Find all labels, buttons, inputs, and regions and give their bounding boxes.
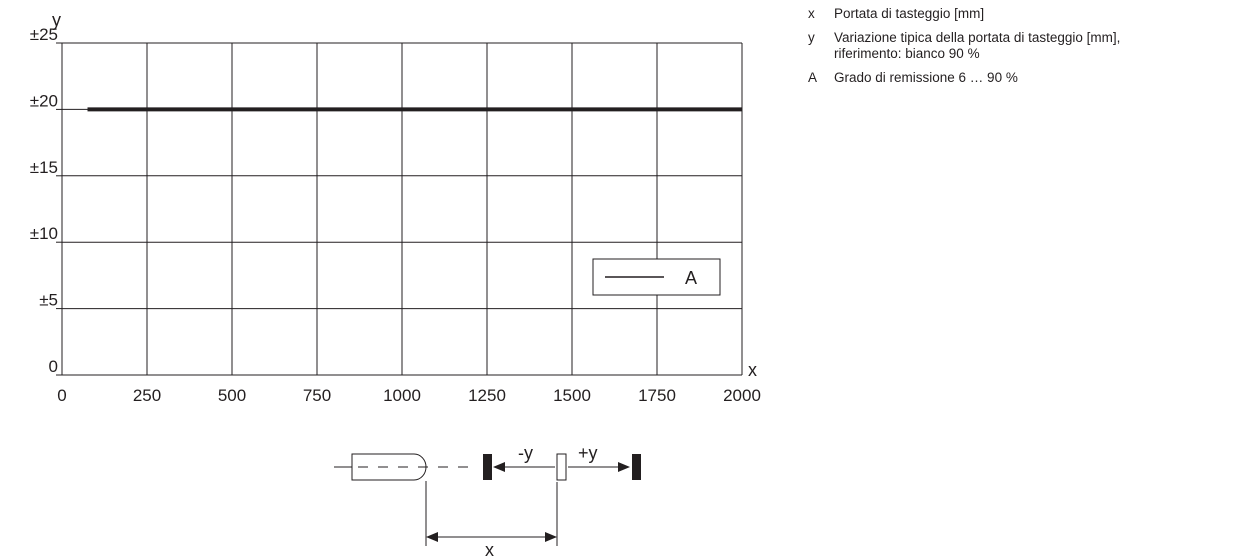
plus-y-label: +y: [578, 443, 598, 463]
y-tick-label: ±15: [30, 158, 58, 177]
chart-grid: [56, 42, 743, 376]
x-tick-label: 750: [303, 386, 331, 405]
y-tick-label: ±25: [30, 25, 58, 44]
key-symbol: y: [808, 30, 815, 45]
key-text: Portata di tasteggio [mm]: [834, 6, 985, 21]
plus-y-arrowhead: [618, 462, 630, 472]
key-description: Portata di tasteggio [mm]: [834, 6, 1228, 22]
far-target-icon: [632, 454, 641, 480]
x-tick-label: 500: [218, 386, 246, 405]
x-axis-label: x: [748, 360, 757, 380]
measurement-diagram: -y +y x: [334, 443, 641, 558]
x-tick-label: 1500: [553, 386, 591, 405]
near-target-icon: [483, 454, 492, 480]
reference-target-icon: [556, 453, 567, 481]
dimension-x-label: x: [485, 540, 494, 558]
y-tick-label: ±20: [30, 91, 58, 110]
legend-label-a: A: [685, 268, 697, 288]
x-tick-labels: 0 250 500 750 1000 1250 1500 1750 2000: [57, 386, 761, 405]
x-tick-label: 250: [133, 386, 161, 405]
y-tick-labels: 0 ±5 ±10 ±15 ±20 ±25: [30, 25, 58, 376]
y-tick-label: 0: [49, 357, 58, 376]
legend: A: [592, 258, 721, 296]
y-tick-label: ±10: [30, 224, 58, 243]
key-item-x: x Portata di tasteggio [mm]: [808, 6, 1228, 22]
x-tick-label: 2000: [723, 386, 761, 405]
key-item-y: y Variazione tipica della portata di tas…: [808, 30, 1228, 62]
dimension-left-arrowhead: [426, 532, 438, 542]
y-tick-label: ±5: [39, 291, 58, 310]
y-axis-label: y: [52, 10, 61, 30]
key-text: riferimento: bianco 90 %: [834, 46, 980, 61]
x-tick-label: 0: [57, 386, 66, 405]
key-description: Grado di remissione 6 … 90 %: [834, 70, 1228, 86]
minus-y-label: -y: [518, 443, 533, 463]
chart-figure: 0 ±5 ±10 ±15 ±20 ±25 0 250 500 750 1000 1250 1500 17…: [30, 10, 761, 558]
key-text: Variazione tipica della portata di taste…: [834, 30, 1121, 45]
key-legend: x Portata di tasteggio [mm] y Variazione…: [808, 6, 1228, 94]
x-tick-label: 1750: [638, 386, 676, 405]
sensor-icon: [351, 453, 427, 481]
x-tick-label: 1000: [383, 386, 421, 405]
x-tick-label: 1250: [468, 386, 506, 405]
dimension-right-arrowhead: [545, 532, 557, 542]
minus-y-arrowhead: [493, 462, 505, 472]
key-symbol: x: [808, 6, 815, 21]
key-text: Grado di remissione 6 … 90 %: [834, 70, 1018, 85]
key-item-a: A Grado di remissione 6 … 90 %: [808, 70, 1228, 86]
key-symbol: A: [808, 70, 818, 85]
key-description: Variazione tipica della portata di taste…: [834, 30, 1228, 62]
